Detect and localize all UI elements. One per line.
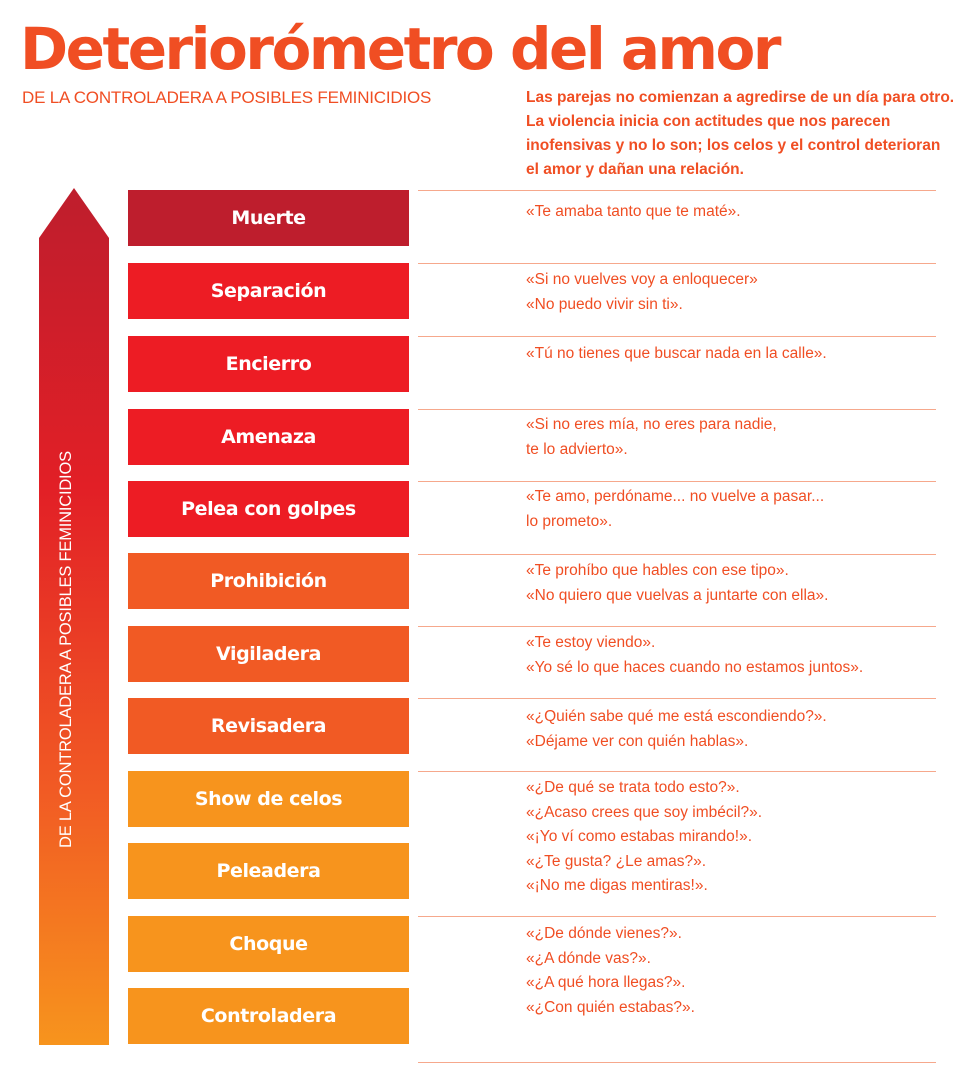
stage-controladera: Controladera (128, 988, 409, 1044)
quote-line: «¿A dónde vas?». (526, 949, 651, 967)
quote-line: «Si no eres mía, no eres para nadie, (526, 416, 777, 433)
quote-block: «Te amaba tanto que te maté». (526, 200, 951, 225)
quote-line: «No quiero que vuelvas a juntarte con el… (526, 586, 829, 604)
quote-block: «Te prohíbo que hables con ese tipo». «No… (526, 559, 951, 608)
quote-line: lo prometo». (526, 512, 613, 530)
stage-muerte: Muerte (128, 190, 409, 246)
stage-separacion: Separación (128, 263, 409, 319)
intro-text: Las parejas no comienzan a agredirse de … (526, 89, 955, 178)
divider-line (418, 771, 936, 772)
stage-revisadera: Revisadera (128, 698, 409, 754)
divider-line (418, 409, 936, 410)
stage-vigiladera: Vigiladera (128, 626, 409, 682)
quote-line: «Te prohíbo que hables con ese tipo». (526, 562, 789, 579)
stage-prohibicion: Prohibición (128, 553, 409, 609)
quote-line: «¡Yo ví como estabas mirando!». (526, 828, 753, 845)
quote-block: «Si no eres mía, no eres para nadie, te l… (526, 413, 951, 462)
quote-line: «¿Acaso crees que soy imbécil?». (526, 803, 763, 821)
stage-choque: Choque (128, 916, 409, 972)
divider-line (418, 481, 936, 482)
quote-line: «Tú no tienes que buscar nada en la call… (526, 345, 827, 362)
divider-line (418, 554, 936, 555)
divider-line (418, 263, 936, 264)
page-title: Deteriorómetro del amor (20, 15, 781, 83)
stage-encierro: Encierro (128, 336, 409, 392)
divider-line (418, 1062, 936, 1063)
quote-line: «Yo sé lo que haces cuando no estamos ju… (526, 658, 864, 676)
quote-line: «Te estoy viendo». (526, 634, 656, 651)
quote-line: «¿Quién sabe qué me está escondiendo?». (526, 708, 827, 725)
quote-block: «Te estoy viendo». «Yo sé lo que haces cu… (526, 631, 951, 680)
quote-line: «Déjame ver con quién hablas». (526, 732, 749, 750)
divider-line (418, 336, 936, 337)
quote-line: «No puedo vivir sin ti». (526, 295, 683, 313)
divider-line (418, 698, 936, 699)
escalation-arrow (39, 188, 109, 1045)
quote-line: «Te amaba tanto que te maté». (526, 203, 741, 220)
quote-block: «¿Quién sabe qué me está escondiendo?». «… (526, 705, 951, 754)
stage-pelea-con-golpes: Pelea con golpes (128, 481, 409, 537)
stage-peleadera: Peleadera (128, 843, 409, 899)
quote-block: «¿De dónde vienes?». «¿A dónde vas?». «¿A … (526, 922, 951, 1020)
arrow-label: DE LA CONTROLADERA A POSIBLES FEMINICIDI… (57, 451, 75, 848)
quote-line: «Si no vuelves voy a enloquecer» (526, 271, 758, 288)
quote-block: «Te amo, perdóname... no vuelve a pasar.… (526, 485, 951, 534)
quote-block: «Si no vuelves voy a enloquecer» «No pued… (526, 268, 951, 317)
quote-line: «¿Con quién estabas?». (526, 998, 695, 1016)
stage-amenaza: Amenaza (128, 409, 409, 465)
divider-line (418, 626, 936, 627)
quote-line: «Te amo, perdóname... no vuelve a pasar.… (526, 488, 825, 505)
stage-show-de-celos: Show de celos (128, 771, 409, 827)
quote-line: «¿A qué hora llegas?». (526, 974, 686, 991)
quote-line: «¿De dónde vienes?». (526, 925, 682, 942)
quote-block: «Tú no tienes que buscar nada en la call… (526, 342, 951, 367)
quote-block: «¿De qué se trata todo esto?». «¿Acaso cr… (526, 776, 951, 899)
quote-line: te lo advierto». (526, 440, 628, 458)
page-subtitle: DE LA CONTROLADERA A POSIBLES FEMINICIDI… (22, 88, 432, 107)
quote-line: «¿Te gusta? ¿Le amas?». (526, 852, 707, 870)
divider-line (418, 190, 936, 191)
quote-line: «¡No me digas mentiras!». (526, 877, 708, 894)
quote-line: «¿De qué se trata todo esto?». (526, 779, 740, 796)
divider-line (418, 916, 936, 917)
